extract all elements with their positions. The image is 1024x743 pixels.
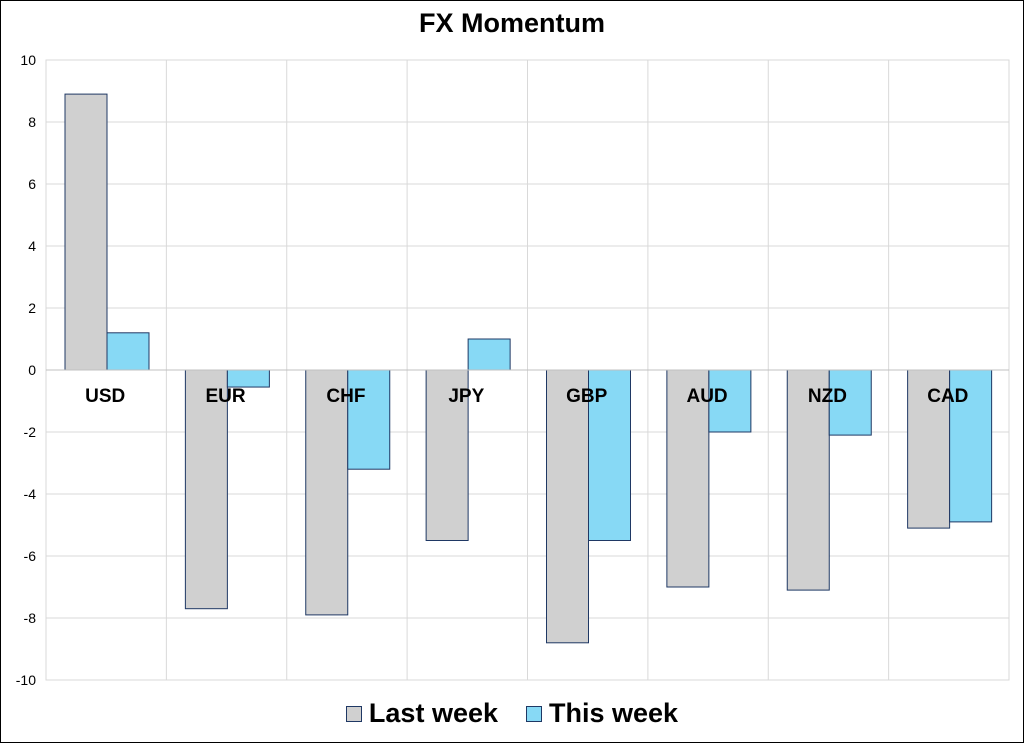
bar-jpy-last-week: [425, 369, 469, 541]
category-label: GBP: [566, 386, 608, 407]
bar-gbp-this-week: [588, 369, 631, 541]
bar-eur-last-week: [184, 369, 228, 610]
bar-jpy-this-week: [467, 338, 511, 371]
y-tick-label: 2: [28, 300, 36, 316]
bar-gbp-last-week: [546, 369, 589, 644]
legend-swatch-last-week: [345, 705, 362, 722]
bar-cad-this-week: [949, 369, 993, 523]
legend-item-this-week: This week: [526, 698, 678, 729]
y-tick-label: -6: [24, 548, 37, 564]
legend-item-last-week: Last week: [345, 698, 498, 729]
bar-cad-last-week: [907, 369, 951, 529]
category-label: USD: [85, 386, 125, 407]
category-label: JPY: [448, 386, 484, 407]
legend-label-this-week: This week: [549, 698, 679, 728]
bar-chf-this-week: [347, 369, 391, 470]
y-tick-label: 4: [28, 238, 36, 254]
y-tick-label: 0: [28, 362, 36, 378]
y-tick-label: -10: [16, 672, 36, 688]
y-tick-label: 8: [28, 114, 36, 130]
legend-label-last-week: Last week: [368, 698, 498, 728]
category-label: EUR: [206, 386, 246, 407]
legend-swatch-this-week: [526, 705, 542, 722]
bar-aud-this-week: [708, 369, 752, 433]
category-label: CHF: [326, 386, 365, 407]
category-label: AUD: [686, 386, 727, 407]
y-tick-label: 10: [20, 52, 36, 68]
chart-title: FX Momentum: [419, 8, 605, 38]
bar-nzd-this-week: [828, 369, 872, 436]
bar-usd-last-week: [64, 93, 108, 371]
y-tick-label: -4: [24, 486, 37, 502]
y-tick-label: 6: [28, 176, 36, 192]
bar-nzd-last-week: [786, 369, 830, 591]
bar-chf-last-week: [305, 369, 349, 616]
y-tick-label: -8: [24, 610, 37, 626]
bar-eur-this-week: [226, 369, 270, 388]
bar-usd-this-week: [106, 332, 150, 371]
bar-aud-last-week: [666, 369, 710, 588]
y-tick-label: -2: [24, 424, 37, 440]
category-label: CAD: [927, 386, 968, 407]
category-label: NZD: [808, 386, 847, 407]
legend: Last week This week: [0, 698, 1024, 729]
